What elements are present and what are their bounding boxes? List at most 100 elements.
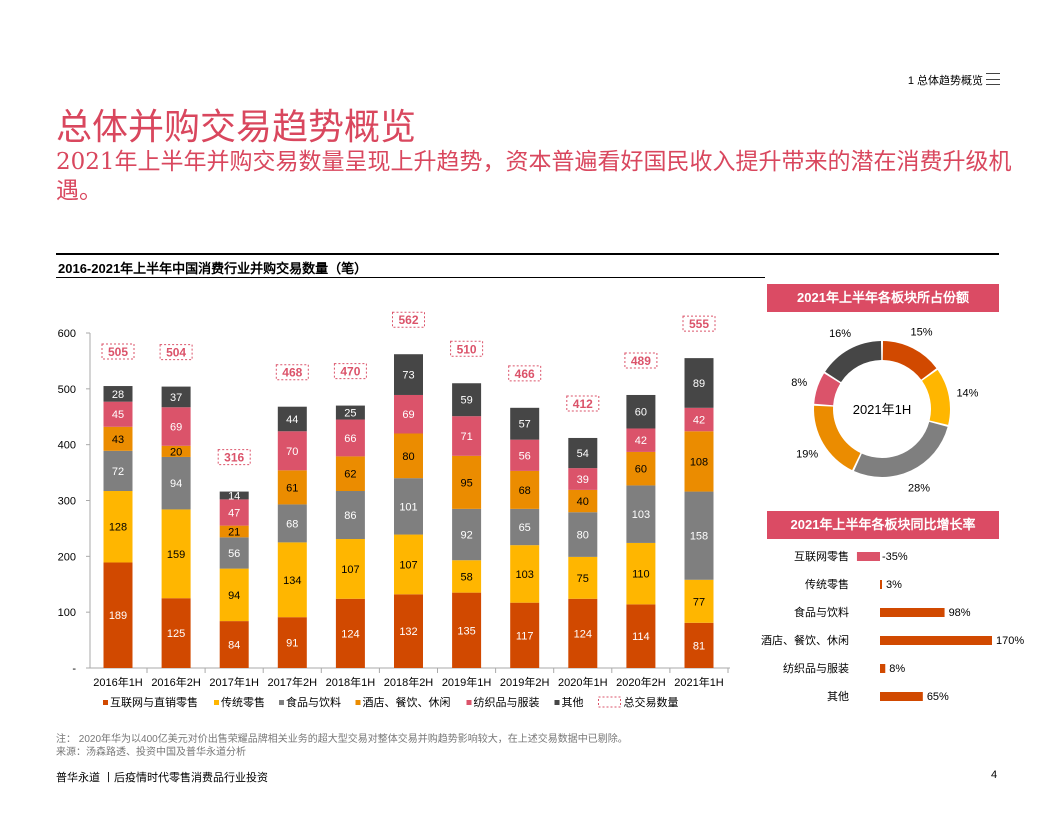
data-label: 69 bbox=[170, 422, 182, 434]
bar-segment bbox=[568, 512, 598, 557]
footnote: 注： 2020年华为以400亿美元对价出售荣耀品牌相关业务的超大型交易对整体交易… bbox=[56, 733, 628, 759]
data-label: 107 bbox=[341, 564, 359, 576]
data-label: 58 bbox=[460, 571, 472, 583]
data-label: 60 bbox=[635, 407, 647, 419]
total-box bbox=[159, 344, 193, 361]
bar-segment bbox=[626, 542, 656, 605]
slice-label: 14% bbox=[956, 388, 978, 400]
data-label: 66 bbox=[344, 433, 356, 445]
bar-segment bbox=[452, 416, 482, 456]
bar-segment bbox=[510, 545, 540, 603]
bar-segment bbox=[219, 491, 249, 500]
bar-segment bbox=[103, 491, 133, 563]
bar-segment bbox=[335, 456, 365, 492]
bar-segment bbox=[219, 499, 249, 526]
total-label: 466 bbox=[515, 367, 535, 381]
data-label: 81 bbox=[693, 640, 705, 652]
bar-segment bbox=[277, 504, 307, 543]
donut-slice bbox=[814, 373, 841, 406]
data-label: 124 bbox=[341, 628, 359, 640]
y-tick-label: - bbox=[72, 663, 76, 675]
data-label: 14 bbox=[228, 490, 240, 502]
bar-segment bbox=[335, 405, 365, 420]
bar-segment bbox=[394, 594, 423, 668]
bar-segment bbox=[684, 579, 714, 623]
data-label: 40 bbox=[577, 496, 589, 508]
data-label: 108 bbox=[690, 456, 708, 468]
data-label: 95 bbox=[460, 477, 472, 489]
category-label: 纺织品与服装 bbox=[783, 661, 849, 675]
y-tick-label: 600 bbox=[58, 328, 76, 340]
total-box bbox=[450, 340, 484, 357]
bar-segment bbox=[161, 445, 191, 457]
section-nav[interactable]: 1 总体趋势概览 bbox=[907, 75, 983, 87]
total-label: 510 bbox=[457, 342, 477, 356]
bar-segment bbox=[103, 386, 133, 402]
data-label: 135 bbox=[457, 625, 475, 637]
data-label: 103 bbox=[632, 509, 650, 521]
x-tick-label: 2020年2H bbox=[616, 675, 666, 689]
x-tick-label: 2019年2H bbox=[500, 675, 550, 689]
bar-segment bbox=[103, 450, 133, 492]
data-label: 60 bbox=[635, 464, 647, 476]
bar-segment bbox=[277, 542, 307, 618]
donut-slice bbox=[825, 341, 882, 383]
page-title: 总体并购交易趋势概览 bbox=[56, 107, 417, 148]
data-label: 65 bbox=[519, 522, 531, 534]
data-label: 77 bbox=[693, 596, 705, 608]
bar-segment bbox=[394, 534, 423, 595]
legend-label: 互联网与直销零售 bbox=[110, 695, 198, 709]
donut-slice bbox=[922, 369, 950, 425]
slice-label: 15% bbox=[910, 326, 932, 338]
x-tick-label: 2016年2H bbox=[151, 675, 201, 689]
legend-label: 酒店、餐饮、休闲 bbox=[363, 695, 451, 709]
bar-segment bbox=[568, 437, 598, 469]
data-label: 92 bbox=[460, 530, 472, 542]
data-label: 69 bbox=[402, 409, 414, 421]
note-text: 注： 2020年华为以400亿美元对价出售荣耀品牌相关业务的超大型交易对整体交易… bbox=[56, 734, 628, 745]
data-label: 110 bbox=[632, 569, 650, 581]
bar-segment bbox=[568, 468, 598, 490]
category-label: 其他 bbox=[827, 690, 849, 703]
bar-segment bbox=[626, 394, 656, 429]
y-tick-label: 100 bbox=[58, 607, 76, 619]
total-box bbox=[333, 363, 367, 380]
data-label: 84 bbox=[228, 640, 240, 652]
data-label: 128 bbox=[109, 522, 127, 534]
growth-label: -35% bbox=[882, 551, 908, 563]
total-box bbox=[217, 449, 251, 466]
bar-segment bbox=[452, 383, 482, 417]
data-label: 59 bbox=[460, 395, 472, 407]
bar-segment bbox=[335, 419, 365, 457]
bar-segment bbox=[510, 439, 540, 471]
menu-icon[interactable] bbox=[986, 73, 1000, 85]
total-box bbox=[624, 352, 658, 369]
bar-segment bbox=[452, 592, 482, 668]
data-label: 125 bbox=[167, 628, 185, 640]
data-label: 89 bbox=[693, 378, 705, 390]
data-label: 159 bbox=[167, 549, 185, 561]
data-label: 94 bbox=[170, 478, 182, 490]
x-tick-label: 2017年1H bbox=[209, 675, 259, 689]
data-label: 80 bbox=[402, 451, 414, 463]
data-label: 54 bbox=[577, 448, 589, 460]
bar-segment bbox=[219, 568, 249, 622]
data-label: 134 bbox=[283, 575, 301, 587]
bar-segment bbox=[568, 556, 598, 599]
bar-segment bbox=[103, 401, 133, 427]
data-label: 42 bbox=[693, 415, 705, 427]
bar-segment bbox=[510, 407, 540, 440]
bar-segment bbox=[568, 489, 598, 513]
bar-segment bbox=[510, 602, 540, 668]
x-tick-label: 2018年1H bbox=[326, 675, 376, 689]
data-label: 25 bbox=[344, 408, 356, 420]
legend-swatch bbox=[466, 700, 472, 705]
bar-segment bbox=[684, 407, 714, 432]
bar-segment bbox=[626, 485, 656, 543]
data-label: 94 bbox=[228, 590, 240, 602]
category-label: 互联网零售 bbox=[794, 549, 849, 563]
bar-segment bbox=[394, 354, 423, 395]
bar-segment bbox=[161, 407, 191, 446]
source-text: 来源：汤森路透、投资中国及普华永道分析 bbox=[56, 747, 246, 758]
bar-segment bbox=[626, 428, 656, 452]
